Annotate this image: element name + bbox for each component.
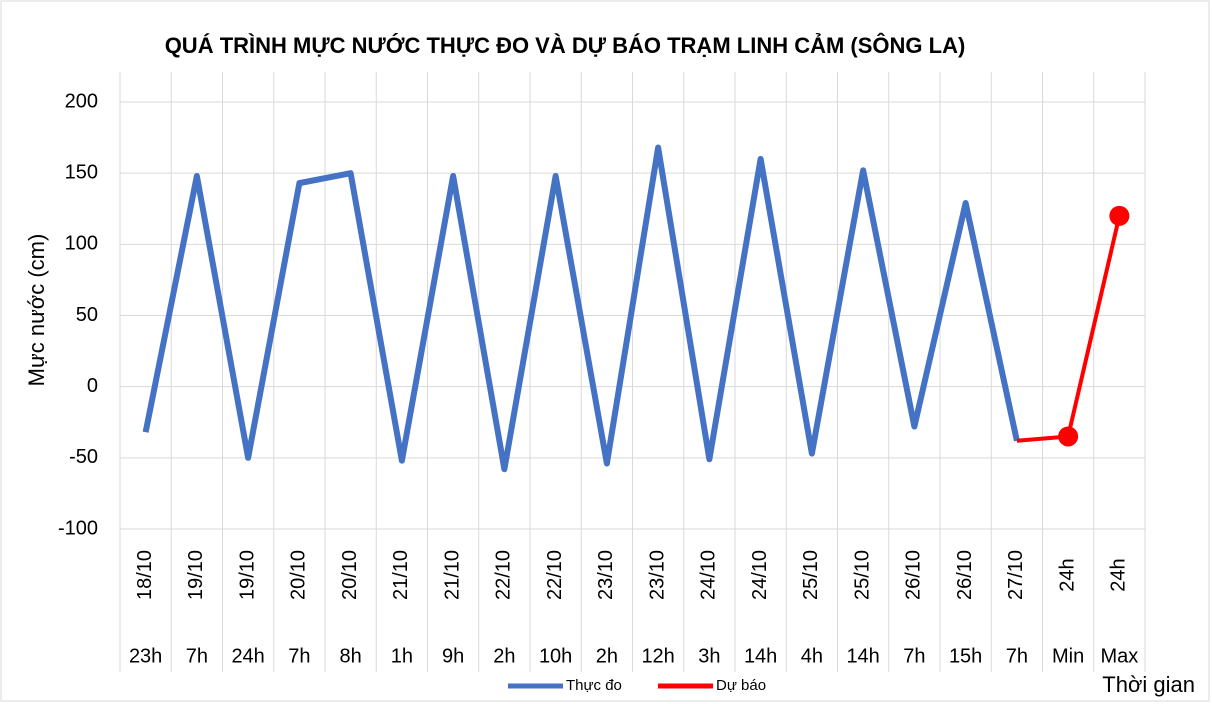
x-tick-label: 7h: [1006, 645, 1028, 667]
x-tick-label: 25/10: [851, 550, 873, 600]
x-tick-label: 24h: [1108, 558, 1130, 591]
x-tick-label: 23h: [129, 645, 162, 667]
data-point: [1058, 426, 1079, 447]
x-tick-label: 12h: [641, 645, 674, 667]
legend-label: Thực đo: [566, 677, 622, 694]
x-tick-label: 24/10: [698, 550, 720, 600]
legend-label: Dự báo: [716, 677, 766, 694]
x-tick-label: 8h: [340, 645, 362, 667]
x-tick-label: 21/10: [390, 550, 412, 600]
x-tick-label: 7h: [903, 645, 925, 667]
x-tick-label: 26/10: [954, 550, 976, 600]
x-axis-title: Thời gian: [1102, 672, 1195, 697]
x-tick-label: 4h: [801, 645, 823, 667]
x-tick-label: 23/10: [595, 550, 617, 600]
x-tick-label: 21/10: [441, 550, 463, 600]
x-tick-label: 9h: [442, 645, 464, 667]
x-tick-label: 18/10: [134, 550, 156, 600]
y-axis-title: Mực nước (cm): [24, 234, 49, 387]
x-tick-label: 20/10: [288, 550, 310, 600]
y-tick-label: -100: [58, 517, 98, 539]
x-tick-label: 14h: [846, 645, 879, 667]
x-tick-label: 3h: [698, 645, 720, 667]
x-tick-label: 7h: [288, 645, 310, 667]
x-tick-label: 2h: [596, 645, 618, 667]
x-tick-label: 14h: [744, 645, 777, 667]
x-tick-label: 1h: [391, 645, 413, 667]
x-tick-label: 15h: [949, 645, 982, 667]
x-tick-label: 10h: [539, 645, 572, 667]
y-tick-label: 50: [76, 304, 98, 326]
x-tick-label: 20/10: [339, 550, 361, 600]
y-tick-label: 0: [87, 375, 98, 397]
x-tick-label: Min: [1052, 645, 1084, 667]
x-tick-label: 23/10: [646, 550, 668, 600]
series-line: [142, 144, 1020, 473]
x-tick-label: 22/10: [544, 550, 566, 600]
y-tick-label: 200: [65, 90, 98, 112]
x-tick-label: Max: [1100, 645, 1138, 667]
x-tick-label: 24/10: [749, 550, 771, 600]
x-tick-label: 2h: [493, 645, 515, 667]
x-tick-label: 22/10: [493, 550, 515, 600]
y-tick-label: 150: [65, 161, 98, 183]
x-tick-label: 19/10: [185, 550, 207, 600]
y-tick-label: 100: [65, 233, 98, 255]
x-tick-label: 19/10: [236, 550, 258, 600]
y-tick-label: -50: [69, 446, 98, 468]
x-tick-label: 24h: [1056, 558, 1078, 591]
x-tick-label: 25/10: [800, 550, 822, 600]
chart-title: QUÁ TRÌNH MỰC NƯỚC THỰC ĐO VÀ DỰ BÁO TRẠ…: [165, 33, 966, 58]
x-tick-label: 24h: [231, 645, 264, 667]
x-tick-label: 26/10: [903, 550, 925, 600]
x-tick-label: 27/10: [1005, 550, 1027, 600]
data-point: [1109, 205, 1130, 226]
x-tick-label: 7h: [186, 645, 208, 667]
